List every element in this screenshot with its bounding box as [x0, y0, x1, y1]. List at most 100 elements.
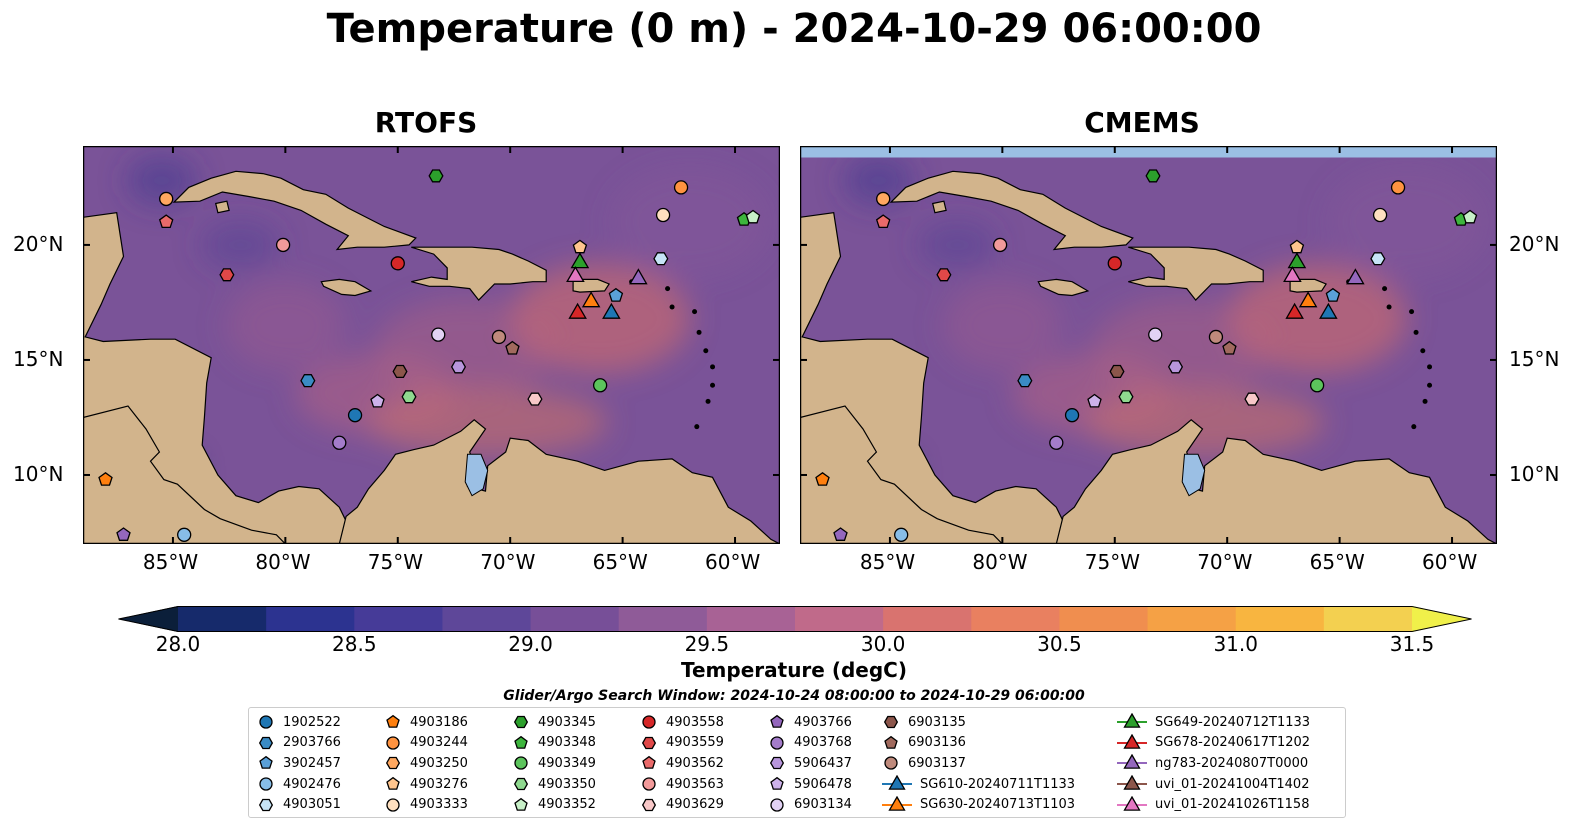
legend-marker	[514, 735, 528, 749]
legend-item: 4903563	[640, 774, 724, 795]
marker-4903051	[653, 252, 669, 266]
legend-item: 6903137	[882, 753, 1075, 774]
island	[703, 348, 709, 354]
legend-item: 6903134	[768, 794, 852, 815]
marker-6903136	[505, 340, 520, 355]
marker-4903333	[655, 207, 671, 223]
legend-marker	[514, 756, 528, 771]
marker-4903563	[275, 237, 291, 253]
legend-item: SG610-20240711T1133	[882, 774, 1075, 795]
marker-2903766	[300, 374, 316, 388]
land-mass	[83, 146, 349, 544]
legend-label: 4903559	[666, 735, 724, 751]
lon-tick-label: 65°W	[592, 550, 648, 574]
legend-title: Glider/Argo Search Window: 2024-10-24 08…	[503, 688, 1085, 704]
marker-4903558	[390, 256, 405, 271]
legend-item: 4903352	[512, 794, 596, 815]
legend-marker	[642, 777, 656, 791]
legend-item: ng783-20240807T0000	[1117, 753, 1310, 774]
legend-label: 6903136	[908, 735, 966, 751]
colorbar-segment	[618, 606, 708, 632]
colorbar-outline	[118, 606, 1472, 632]
lat-tick-label: 15°N	[13, 346, 64, 371]
marker-4902476	[894, 527, 909, 542]
island	[710, 364, 716, 370]
land-mass	[338, 419, 780, 544]
legend-marker	[884, 756, 898, 771]
legend-item: 3902457	[257, 753, 341, 774]
land-mass	[1055, 419, 1497, 544]
legend-item: uvi_01-20241026T1158	[1117, 794, 1310, 815]
lon-tick-label: 60°W	[705, 550, 761, 574]
marker-SG610-20240711T1133	[602, 302, 621, 319]
lat-tick-label: 20°N	[13, 231, 64, 256]
legend-marker	[1117, 733, 1147, 749]
colorbar-segment	[1059, 606, 1149, 632]
marker-4903186	[815, 471, 830, 486]
legend-marker	[259, 715, 273, 729]
marker-4903250	[159, 191, 174, 207]
legend-column: 6903135 6903136 6903137 SG610-20240711T1133…	[882, 712, 1075, 815]
marker-4903766	[116, 527, 131, 541]
marker-uvi_01-20241026T1158	[566, 266, 585, 283]
legend-label: 4903558	[666, 714, 724, 730]
legend-label: 6903137	[908, 755, 966, 771]
lon-tick-label: 85°W	[142, 550, 199, 574]
island	[710, 382, 716, 388]
legend-column: 4903766 4903768 5906437 5906478 6903134	[768, 712, 852, 815]
marker-4902476	[177, 527, 192, 542]
legend-item: 4903051	[257, 794, 341, 815]
legend-marker	[641, 798, 657, 811]
legend-marker	[385, 757, 401, 770]
island	[705, 398, 711, 404]
no-data-band	[800, 146, 1497, 158]
marker-SG678-20240617T1202	[1285, 302, 1304, 319]
legend-marker	[514, 797, 528, 811]
legend-label: SG630-20240713T1103	[920, 797, 1076, 813]
lake-maracaibo	[1181, 453, 1206, 497]
island	[692, 309, 698, 315]
colorbar-extend-max	[1412, 606, 1472, 632]
lat-tick-label: 10°N	[13, 461, 64, 486]
marker-4903349	[1309, 378, 1325, 393]
legend-item: 4903250	[384, 753, 468, 774]
island	[1382, 286, 1388, 292]
lon-tick-label: 70°W	[1197, 550, 1253, 574]
marker-5906478	[1087, 393, 1102, 408]
marker-6903137	[1208, 329, 1224, 345]
marker-4903051	[1370, 252, 1386, 266]
map-svg	[800, 146, 1497, 544]
legend-marker	[386, 736, 400, 750]
legend-marker	[259, 756, 273, 770]
marker-4903345	[428, 169, 444, 183]
colorbar-segment	[1147, 606, 1237, 632]
legend-column: 4903558 4903559 4903562 4903563 4903629	[640, 712, 724, 815]
island	[665, 286, 671, 292]
marker-1902522	[347, 408, 363, 423]
lon-tick-label: 80°W	[255, 550, 311, 574]
legend-label: SG678-20240617T1202	[1155, 735, 1311, 751]
marker-4903559	[219, 268, 235, 282]
colorbar-segment	[1323, 606, 1413, 632]
cmems-panel-title: CMEMS	[1084, 106, 1200, 139]
marker-SG678-20240617T1202	[568, 302, 587, 319]
legend-marker	[770, 776, 784, 790]
colorbar-label: Temperature (degC)	[681, 658, 907, 682]
land-mass	[889, 170, 1134, 251]
colorbar-segment	[706, 606, 796, 632]
colorbar-segment	[266, 606, 355, 632]
legend: 1902522 2903766 3902457 4902476 4903051 49031…	[248, 707, 1346, 818]
legend-marker	[641, 736, 657, 750]
marker-4903349	[592, 378, 608, 393]
island	[696, 329, 702, 335]
rtofs-panel-title: RTOFS	[374, 106, 478, 139]
marker-4903250	[876, 191, 891, 207]
map-svg	[83, 146, 780, 544]
legend-marker	[513, 777, 529, 791]
island	[1386, 304, 1392, 310]
legend-marker	[386, 776, 400, 790]
legend-item: 5906478	[768, 774, 852, 795]
legend-marker	[770, 736, 784, 750]
legend-label: 4903766	[794, 714, 852, 730]
legend-marker	[259, 777, 273, 791]
